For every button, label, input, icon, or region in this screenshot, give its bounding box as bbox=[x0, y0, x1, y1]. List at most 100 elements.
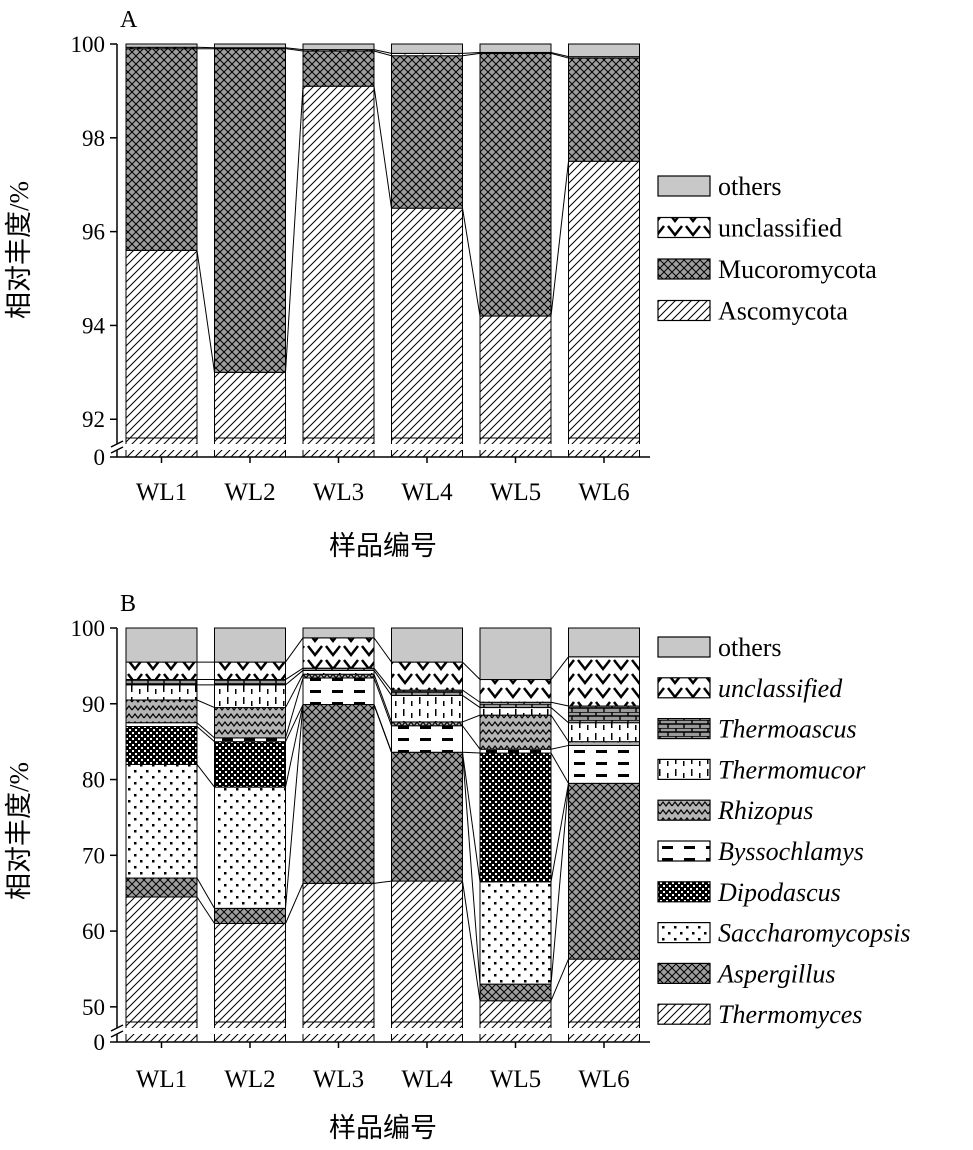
connector-Saccharomycopsis bbox=[462, 752, 481, 882]
connector-Byssochlamys bbox=[285, 677, 304, 739]
connector-Thermomyces bbox=[285, 883, 304, 924]
bar-segment-WL4-others bbox=[391, 627, 463, 663]
bar-segment-WL3-Aspergillus bbox=[302, 704, 375, 884]
x-axis-label: 样品编号 bbox=[329, 1113, 437, 1143]
connector-Rhizopus bbox=[550, 714, 569, 742]
category-label-WL6: WL6 bbox=[578, 1066, 629, 1093]
bar-segment-WL2-Mucoromycota bbox=[214, 48, 286, 373]
bar-segment-WL5-Thermomyces bbox=[479, 1000, 552, 1023]
legend-swatch-Aspergillus bbox=[657, 962, 711, 985]
legend-swatch-Rhizopus bbox=[657, 799, 711, 821]
bar-segment-WL1-Rhizopus bbox=[125, 699, 198, 724]
bar-segment-WL6-Thermoascus bbox=[568, 705, 640, 724]
connector-Mucoromycota bbox=[285, 48, 304, 52]
bar-segment-WL6-Byssochlamys bbox=[568, 744, 640, 784]
bar-segment-WL4-Byssochlamys bbox=[391, 725, 463, 753]
connector-Mucoromycota bbox=[550, 52, 569, 59]
connector-unclassified bbox=[285, 637, 304, 663]
bar-segment-WL1-Thermoascus bbox=[125, 679, 198, 686]
y-axis-label: 相对丰度/% bbox=[4, 181, 34, 319]
bar-segment-WL5-Saccharomycopsis bbox=[479, 881, 552, 985]
bar-segment-WL1-Byssochlamys bbox=[125, 722, 198, 728]
bar-segment-WL4-Ascomycota bbox=[391, 207, 463, 439]
connector-Ascomycota bbox=[285, 86, 304, 373]
bar-segment-WL3-Thermomucor bbox=[302, 669, 375, 675]
bar-segment-WL1-Mucoromycota bbox=[125, 48, 198, 251]
legend-label-Byssochlamys: Byssochlamys bbox=[718, 837, 864, 866]
bar-segment-WL1-others bbox=[125, 627, 198, 663]
bar-segment-WL6-Thermomyces bbox=[568, 958, 640, 1023]
y-tick-label: 100 bbox=[71, 32, 106, 57]
connector-Saccharomycopsis bbox=[196, 764, 215, 788]
bar-segment-WL3-Byssochlamys bbox=[302, 677, 375, 706]
connector-Thermomyces bbox=[550, 958, 569, 1001]
legend-label-unclassified: unclassified bbox=[718, 674, 843, 703]
bar-segment-WL4-Thermoascus bbox=[391, 689, 463, 696]
bar-segment-WL5-Thermomucor bbox=[479, 707, 552, 716]
connector-Byssochlamys bbox=[462, 725, 481, 750]
y-tick-label: 92 bbox=[82, 407, 105, 432]
legend-label-Thermoascus: Thermoascus bbox=[718, 715, 857, 744]
connector-Thermomyces bbox=[462, 880, 481, 1001]
category-label-WL1: WL1 bbox=[136, 479, 187, 506]
y-tick-label: 80 bbox=[82, 768, 105, 793]
connector-Ascomycota bbox=[373, 86, 392, 209]
connector-Saccharomycopsis bbox=[550, 783, 569, 882]
y-tick-label: 96 bbox=[82, 220, 105, 245]
bar-segment-WL5-Aspergillus bbox=[479, 983, 552, 1002]
bar-segment-WL6-Aspergillus bbox=[568, 782, 640, 960]
connector-Byssochlamys bbox=[196, 722, 215, 739]
bar-segment-WL3-Thermomyces bbox=[302, 882, 375, 1023]
connector-Saccharomycopsis bbox=[285, 704, 304, 788]
y-tick-label: 94 bbox=[82, 313, 106, 338]
bar-segment-WL3-unclassified bbox=[302, 637, 375, 669]
connector-Mucoromycota bbox=[373, 50, 392, 57]
bar-segment-WL5-Ascomycota bbox=[479, 315, 552, 439]
connector-Dipodascus bbox=[462, 751, 481, 754]
bar-segment-WL6-unclassified bbox=[568, 656, 640, 707]
category-label-WL2: WL2 bbox=[224, 479, 275, 506]
bar-segment-WL6-Thermomucor bbox=[568, 722, 640, 743]
bar-segment-WL6-Ascomycota bbox=[568, 160, 640, 439]
legend-swatch-Dipodascus bbox=[657, 881, 711, 903]
connector-Aspergillus bbox=[196, 877, 215, 909]
legend-label-others: others bbox=[718, 633, 782, 662]
connector-unclassified bbox=[550, 656, 569, 680]
y-tick-label: 98 bbox=[82, 126, 105, 151]
y-tick-label: 100 bbox=[71, 616, 106, 641]
connector-Rhizopus bbox=[285, 673, 304, 708]
legend-label-Saccharomycopsis: Saccharomycopsis bbox=[718, 919, 911, 948]
bar-segment-WL3-Mucoromycota bbox=[302, 50, 375, 87]
connector-Aspergillus bbox=[285, 704, 304, 909]
bar-segment-WL2-Aspergillus bbox=[214, 907, 286, 924]
y-tick-label: 60 bbox=[82, 919, 105, 944]
legend-swatch-Mucoromycota bbox=[657, 258, 711, 280]
axis-break-band bbox=[111, 444, 644, 450]
panel-letter: A bbox=[120, 7, 138, 33]
legend-label-Dipodascus: Dipodascus bbox=[717, 878, 841, 907]
bar-segment-WL5-Dipodascus bbox=[479, 752, 552, 883]
bar-segment-WL5-Byssochlamys bbox=[479, 748, 552, 754]
legend-swatch-unclassified bbox=[657, 216, 711, 239]
connector-unclassified bbox=[285, 47, 304, 51]
legend-swatch-others bbox=[657, 636, 711, 658]
bar-segment-WL2-Ascomycota bbox=[214, 371, 286, 439]
bar-segment-WL3-Rhizopus bbox=[302, 673, 375, 679]
connector-unclassified bbox=[462, 51, 481, 54]
legend-label-Thermomyces: Thermomyces bbox=[718, 1000, 862, 1029]
connector-Thermoascus bbox=[285, 667, 304, 680]
bar-segment-WL2-Thermomyces bbox=[214, 923, 286, 1023]
bar-segment-WL4-Thermomyces bbox=[391, 880, 463, 1023]
connector-Thermomyces bbox=[196, 896, 215, 924]
legend-swatch-others bbox=[657, 175, 711, 197]
legend-swatch-Ascomycota bbox=[657, 299, 711, 322]
panel-a: A 相对丰度/% 样品编号 WL1 WL2 WL3 WL4 WL5 WL6 92 94 96 98 100… bbox=[4, 7, 877, 561]
bar-segment-WL5-Rhizopus bbox=[479, 714, 552, 750]
category-label-WL4: WL4 bbox=[401, 1066, 453, 1093]
legend-swatch-Byssochlamys bbox=[657, 840, 711, 862]
connector-unclassified bbox=[550, 51, 569, 58]
bar-segment-WL4-unclassified bbox=[391, 661, 463, 691]
x-axis-label: 样品编号 bbox=[329, 531, 437, 561]
connector-Ascomycota bbox=[196, 250, 215, 373]
bar-segment-WL3-Ascomycota bbox=[302, 85, 375, 439]
